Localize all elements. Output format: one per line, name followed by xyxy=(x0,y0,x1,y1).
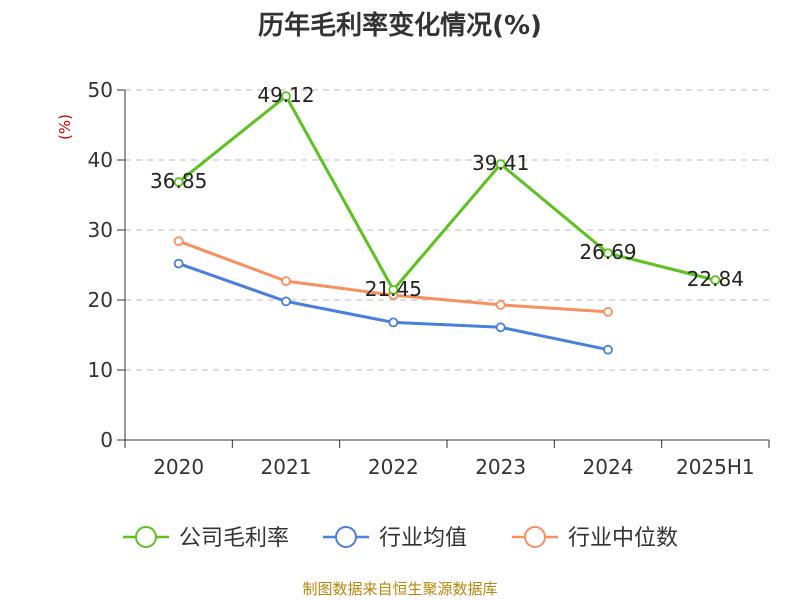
x-tick-label: 2023 xyxy=(475,455,526,479)
y-tick-label: 30 xyxy=(88,218,113,242)
y-tick-label: 50 xyxy=(88,78,113,102)
data-label: 39.41 xyxy=(472,151,529,175)
legend-item[interactable]: 行业中位数 xyxy=(512,526,678,551)
data-point[interactable] xyxy=(603,306,613,317)
data-point[interactable] xyxy=(173,177,184,187)
x-tick-label: 2024 xyxy=(583,455,634,479)
legend-marker-icon xyxy=(524,526,546,548)
data-point[interactable] xyxy=(603,248,613,259)
legend-item[interactable]: 公司毛利率 xyxy=(123,526,289,551)
data-point[interactable] xyxy=(388,317,399,328)
chart-title: 历年毛利率变化情况(%) xyxy=(258,10,542,41)
legend-label: 公司毛利率 xyxy=(179,526,289,551)
data-point[interactable] xyxy=(281,296,291,307)
data-labels: 36.85 49.12 21.45 39.41 26.69 22.84 xyxy=(150,83,744,301)
data-label: 49.12 xyxy=(257,83,314,107)
x-tick-label: 2021 xyxy=(261,455,312,479)
legend-label: 行业均值 xyxy=(379,526,467,551)
x-tick-label: 2025H1 xyxy=(676,455,755,479)
data-point[interactable] xyxy=(603,344,613,355)
series-group xyxy=(173,91,721,355)
data-label: 22.84 xyxy=(687,267,744,291)
y-tick-label: 40 xyxy=(88,148,113,172)
y-tick-label: 20 xyxy=(88,288,113,312)
data-point[interactable] xyxy=(495,159,506,170)
y-axis-unit: (%) xyxy=(56,114,74,140)
data-point[interactable] xyxy=(281,91,291,102)
data-label: 26.69 xyxy=(579,240,636,264)
series-line xyxy=(177,94,716,292)
legend[interactable]: 公司毛利率 行业均值 行业中位数 xyxy=(123,526,678,551)
data-label: 36.85 xyxy=(150,169,207,193)
data-point[interactable] xyxy=(173,258,184,269)
data-label: 21.45 xyxy=(365,277,422,301)
data-point[interactable] xyxy=(495,299,506,310)
y-tick-label: 0 xyxy=(100,428,113,452)
x-tick-label: 2022 xyxy=(368,455,419,479)
legend-label: 行业中位数 xyxy=(568,526,678,551)
data-point[interactable] xyxy=(281,276,291,287)
axes: 0 10 20 30 40 50 2020 2021 2022 2023 2024 2025H1 xyxy=(88,78,770,479)
legend-marker-icon xyxy=(335,526,357,548)
data-point[interactable] xyxy=(495,322,506,333)
data-point[interactable] xyxy=(388,284,399,295)
data-point[interactable] xyxy=(173,236,184,247)
legend-marker-icon xyxy=(135,526,157,548)
data-point[interactable] xyxy=(710,275,721,286)
grid-lines xyxy=(125,89,769,371)
y-tick-label: 10 xyxy=(88,358,113,382)
source-note: 制图数据来自恒生聚源数据库 xyxy=(302,580,497,598)
x-tick-label: 2020 xyxy=(153,455,204,479)
legend-item[interactable]: 行业均值 xyxy=(323,526,467,551)
